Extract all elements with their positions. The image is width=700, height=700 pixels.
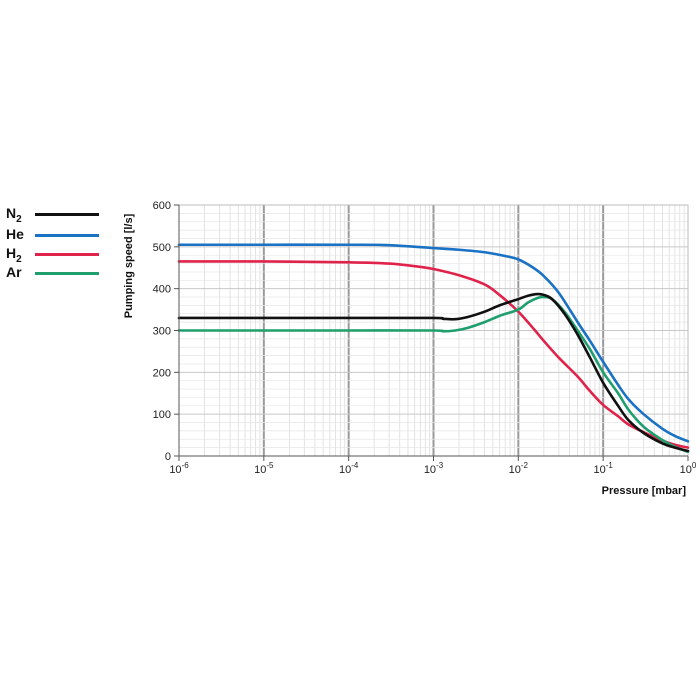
legend-swatch-ar — [35, 272, 99, 275]
legend-label-h2: H2 — [6, 245, 22, 265]
axes: 0 100 200 300 400 500 600 10-6 10-5 10-4 10-3 10-2 1… — [153, 200, 697, 476]
y-tick-label: 400 — [153, 284, 171, 296]
x-tick-label: 10-2 — [509, 461, 529, 476]
x-tick-label: 100 — [680, 461, 697, 476]
legend-label-ar: Ar — [6, 264, 22, 280]
series-line-he — [177, 243, 690, 443]
y-axis-title: Pumping speed [l/s] — [123, 213, 135, 318]
x-tick-label: 10-4 — [339, 461, 359, 476]
series-line-ar — [177, 295, 690, 454]
y-tick-label: 600 — [153, 200, 171, 212]
y-tick-label: 300 — [153, 326, 171, 338]
x-tick-label: 10-5 — [254, 461, 274, 476]
series-layer — [177, 243, 690, 454]
x-tick-label: 10-3 — [424, 461, 444, 476]
y-tick-label: 0 — [165, 451, 171, 463]
series-line-h2 — [177, 260, 690, 449]
y-tick-label: 200 — [153, 367, 171, 379]
series-line-n2 — [177, 292, 690, 453]
x-axis-title: Pressure [mbar] — [602, 485, 687, 497]
legend-swatch-n2 — [35, 213, 99, 216]
legend-label-he: He — [6, 226, 24, 242]
x-tick-label: 10-6 — [169, 461, 189, 476]
legend-swatch-he — [35, 234, 99, 237]
y-tick-label: 500 — [153, 242, 171, 254]
legend-swatch-h2 — [35, 253, 99, 256]
x-tick-label: 10-1 — [593, 461, 613, 476]
legend-label-n2: N2 — [6, 205, 22, 225]
y-tick-label: 100 — [153, 409, 171, 421]
